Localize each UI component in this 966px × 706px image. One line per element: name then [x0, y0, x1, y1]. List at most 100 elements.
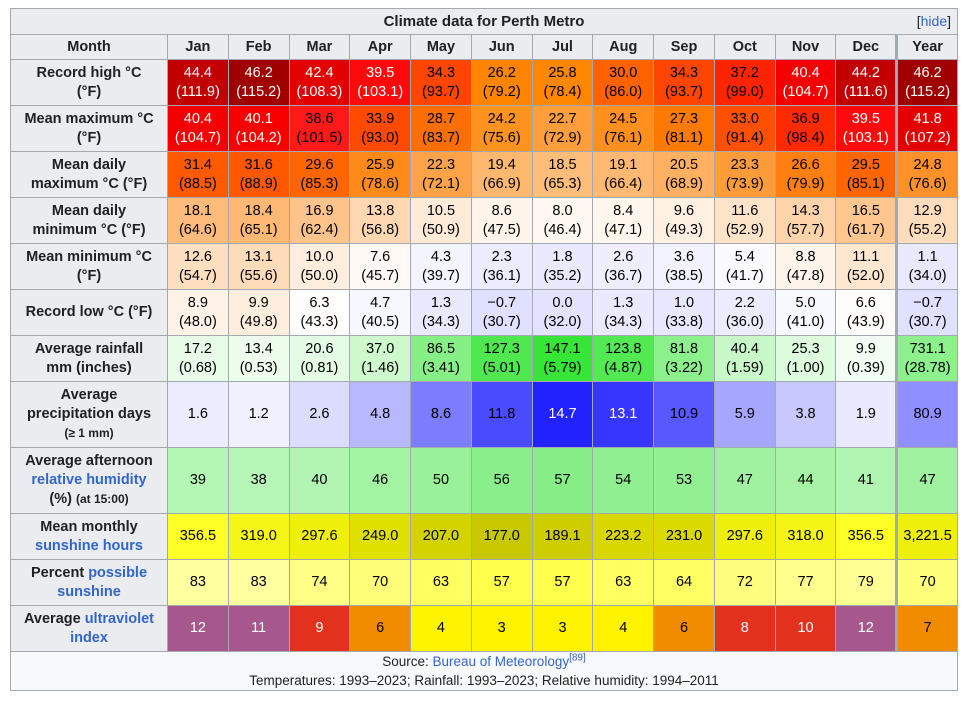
cell-value: 38.6 — [305, 110, 334, 127]
cell-pct-sunshine-feb: 83 — [227, 559, 290, 606]
cell-pct-sunshine-year: 70 — [895, 559, 958, 606]
cell-value: 23.3 — [730, 156, 759, 173]
row-header-text: Mean daily — [51, 202, 127, 219]
cell-value: 2.6 — [309, 406, 330, 422]
row-header-text: Mean daily — [51, 156, 127, 173]
cell-value: 22.7 — [548, 110, 577, 127]
row-header-mean-max: Mean maximum °C (°F) — [10, 105, 168, 152]
cell-rainfall-nov: 25.3 (1.00) — [774, 335, 837, 382]
row-header-text: Average — [23, 610, 85, 627]
cell-value-fahrenheit: (55.6) — [239, 267, 278, 284]
row-header-link[interactable]: sunshine hours — [35, 537, 143, 554]
cell-rainfall-may: 86.5 (3.41) — [410, 335, 472, 382]
cell-value-fahrenheit: (0.68) — [178, 359, 217, 376]
cell-mean-min-sep: 3.6 (38.5) — [653, 243, 715, 290]
cell-value: 1.9 — [855, 406, 876, 422]
cell-value: 8.4 — [613, 202, 634, 219]
cell-value: 14.7 — [548, 406, 577, 422]
row-header-link[interactable]: sunshine — [57, 583, 121, 600]
hide-toggle[interactable]: [hide] — [916, 13, 951, 29]
cell-rainfall-dec: 9.9 (0.39) — [835, 335, 898, 382]
cell-mean-daily-max-dec: 29.5 (85.1) — [835, 151, 898, 198]
row-precip-days: Average precipitation days (≥ 1 mm) 1.6 1.2 2… — [10, 381, 958, 448]
climate-table-body: Record high °C (°F) 44.4 (111.9) 46.2 (115.2)… — [10, 59, 958, 652]
row-header-link[interactable]: possible — [88, 564, 148, 581]
cell-value-fahrenheit: (30.7) — [482, 313, 521, 330]
cell-value-fahrenheit: (76.6) — [908, 175, 947, 192]
cell-value: 20.5 — [669, 156, 699, 173]
cell-value: 9.9 — [855, 340, 876, 357]
cell-mean-max-feb: 40.1 (104.2) — [227, 105, 290, 152]
cell-mean-min-feb: 13.1 (55.6) — [227, 243, 290, 290]
cell-uv-feb: 11 — [227, 605, 290, 652]
month-header: Month — [10, 34, 168, 60]
cell-value: 63 — [432, 574, 450, 590]
cell-value-fahrenheit: (47.1) — [604, 221, 643, 238]
cell-value: 8.0 — [552, 202, 573, 219]
cell-mean-daily-max-may: 22.3 (72.1) — [410, 151, 472, 198]
cell-record-high-feb: 46.2 (115.2) — [227, 59, 290, 106]
cell-record-low-aug: 1.3 (34.3) — [592, 289, 655, 336]
cell-value-fahrenheit: (48.0) — [178, 313, 217, 330]
cell-value: 14.3 — [791, 202, 820, 219]
cell-uv-jan: 12 — [167, 605, 229, 652]
row-header-record-high: Record high °C (°F) — [10, 59, 168, 106]
cell-value: 44 — [797, 472, 814, 488]
month-header-row: Month Jan Feb Mar Apr May Jun Jul Aug Sep Oct Nov D… — [10, 34, 958, 60]
cell-mean-daily-min-jul: 8.0 (46.4) — [531, 197, 594, 244]
cell-value-fahrenheit: (85.1) — [846, 175, 885, 192]
cell-value-fahrenheit: (68.9) — [665, 175, 703, 192]
cell-value: 356.5 — [179, 528, 217, 544]
cell-value-fahrenheit: (52.9) — [725, 221, 764, 238]
hide-link[interactable]: hide — [920, 13, 948, 29]
cell-value-fahrenheit: (0.81) — [300, 359, 339, 376]
cell-humidity-apr: 46 — [349, 447, 412, 514]
cell-record-low-mar: 6.3 (43.3) — [288, 289, 351, 336]
cell-value-fahrenheit: (36.7) — [604, 267, 643, 284]
cell-mean-min-mar: 10.0 (50.0) — [288, 243, 351, 290]
cell-value: 356.5 — [847, 528, 884, 544]
cell-value: 4 — [436, 620, 445, 636]
row-record-high: Record high °C (°F) 44.4 (111.9) 46.2 (115.2)… — [10, 59, 958, 106]
row-header-link[interactable]: index — [70, 629, 108, 646]
cell-value: 6.6 — [855, 294, 876, 311]
cell-value: 29.6 — [305, 156, 334, 173]
cell-sunshine-hours-apr: 249.0 — [349, 513, 412, 560]
cell-rainfall-sep: 81.8 (3.22) — [653, 335, 715, 382]
cell-value-fahrenheit: (49.3) — [665, 221, 703, 238]
month-header-jul: Jul — [531, 34, 594, 60]
cell-value-fahrenheit: (104.2) — [235, 129, 282, 146]
cell-value: 8.9 — [187, 294, 208, 311]
cell-rainfall-oct: 40.4 (1.59) — [713, 335, 776, 382]
cell-value: 34.3 — [426, 64, 456, 81]
cell-value: 13.1 — [244, 248, 273, 265]
cell-value: 20.6 — [305, 340, 334, 357]
cell-value-fahrenheit: (78.4) — [543, 83, 582, 100]
cell-value-fahrenheit: (101.5) — [296, 129, 343, 146]
cell-record-low-year: −0.7 (30.7) — [895, 289, 958, 336]
cell-value: 8.8 — [795, 248, 816, 265]
source-reference[interactable]: [89] — [569, 652, 586, 664]
cell-value-fahrenheit: (99.0) — [725, 83, 764, 100]
cell-value: 80.9 — [913, 406, 942, 422]
cell-pct-sunshine-jan: 83 — [167, 559, 229, 606]
cell-value: 40 — [311, 472, 328, 488]
climate-table-container: Climate data for Perth Metro [hide] Mont… — [10, 8, 958, 691]
cell-value: 83 — [250, 574, 267, 590]
cell-value-fahrenheit: (1.59) — [725, 359, 764, 376]
row-header-link[interactable]: ultraviolet — [84, 610, 154, 627]
cell-value: 41 — [857, 472, 874, 488]
row-header-link[interactable]: relative humidity — [31, 472, 147, 488]
cell-value: 27.3 — [669, 110, 699, 127]
cell-record-high-oct: 37.2 (99.0) — [713, 59, 776, 106]
cell-value: 3,221.5 — [903, 528, 952, 544]
cell-value: 38 — [250, 472, 267, 488]
cell-value: 7 — [923, 620, 932, 636]
source-link[interactable]: Bureau of Meteorology — [432, 654, 570, 669]
cell-value: 6 — [376, 620, 385, 636]
cell-sunshine-hours-aug: 223.2 — [592, 513, 655, 560]
cell-value: 297.6 — [301, 528, 338, 544]
cell-mean-daily-max-nov: 26.6 (79.9) — [774, 151, 837, 198]
cell-mean-max-jul: 22.7 (72.9) — [531, 105, 594, 152]
cell-mean-max-aug: 24.5 (76.1) — [592, 105, 655, 152]
